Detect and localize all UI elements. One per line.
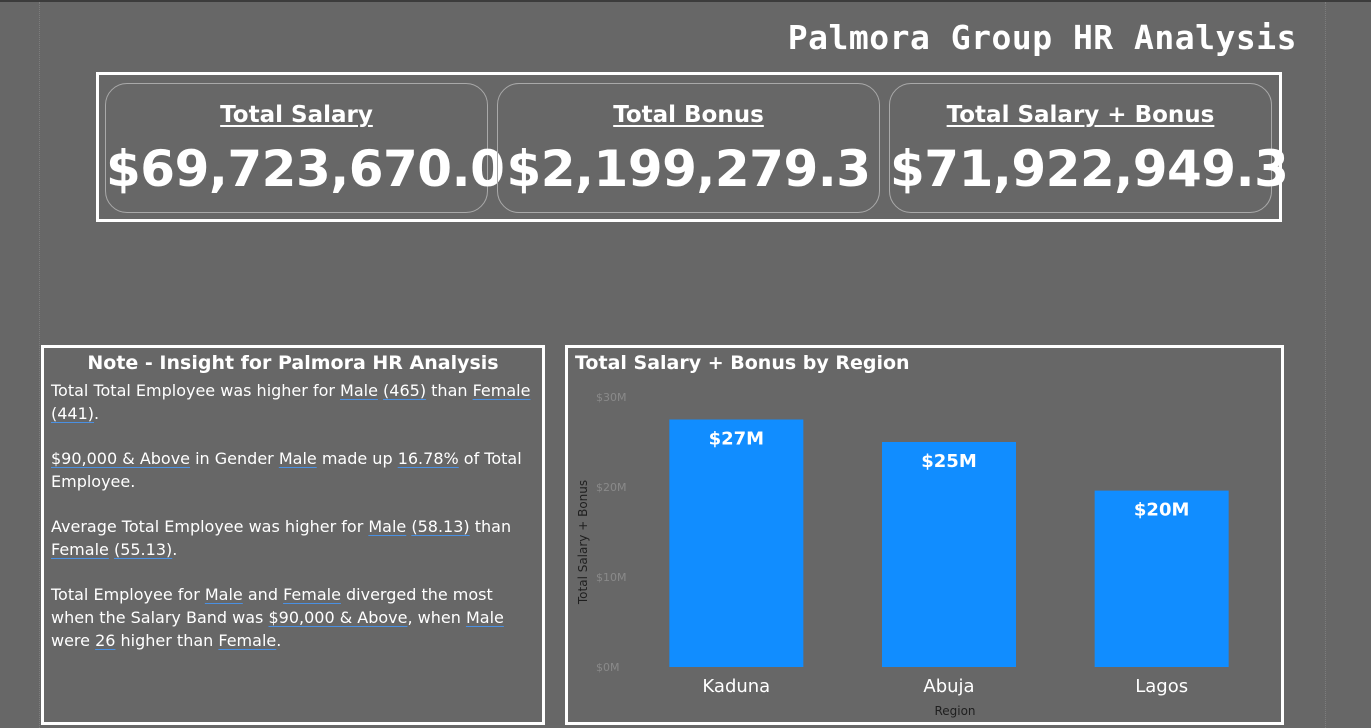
- region-chart-panel[interactable]: Total Salary + Bonus by Region $0M $10M $2…: [565, 345, 1284, 725]
- x-tick-label: Kaduna: [702, 676, 770, 697]
- insight-text: were: [51, 631, 96, 650]
- kpi-card-total-bonus[interactable]: Total Bonus $2,199,279.3: [497, 83, 880, 213]
- kpi-label: Total Salary: [220, 102, 373, 128]
- canvas-guide-right: [1325, 2, 1326, 728]
- kpi-label: Total Bonus: [613, 102, 764, 128]
- highlighted-value: Male: [204, 585, 243, 604]
- x-axis-title: Region: [934, 704, 975, 718]
- highlighted-value: (55.13): [113, 540, 173, 559]
- insight-paragraph: Total Employee for Male and Female diver…: [51, 583, 539, 652]
- kpi-panel: Total Salary $69,723,670.0 Total Bonus $…: [96, 72, 1289, 222]
- insight-text: made up: [316, 449, 398, 468]
- highlighted-value: $90,000 & Above: [51, 449, 191, 468]
- insight-paragraph: Average Total Employee was higher for Ma…: [51, 515, 539, 561]
- insight-note-panel[interactable]: Note - Insight for Palmora HR Analysis T…: [41, 345, 545, 725]
- highlighted-value: (441): [51, 404, 95, 423]
- insight-text: , when: [407, 608, 466, 627]
- highlighted-value: Female: [283, 585, 341, 604]
- bar-abuja[interactable]: [882, 442, 1016, 667]
- note-body: Total Total Employee was higher for Male…: [51, 379, 539, 652]
- kpi-value: $69,723,670.0: [106, 140, 505, 198]
- highlighted-value: (465): [383, 381, 427, 400]
- kpi-card-total-salary[interactable]: Total Salary $69,723,670.0: [105, 83, 505, 213]
- highlighted-value: (58.13): [411, 517, 470, 536]
- insight-text: of Total Employee.: [51, 449, 522, 491]
- highlighted-value: $90,000 & Above: [268, 608, 408, 627]
- bar-data-label: $27M: [709, 429, 765, 450]
- highlighted-value: Female: [218, 631, 277, 650]
- window-top-border: [0, 0, 1371, 2]
- x-tick-label: Lagos: [1135, 676, 1188, 697]
- y-tick-label: $30M: [596, 391, 627, 404]
- page-title: Palmora Group HR Analysis: [787, 18, 1297, 57]
- highlighted-value: Female: [472, 381, 531, 400]
- y-tick-label: $0M: [596, 661, 620, 674]
- insight-text: higher than: [115, 631, 219, 650]
- insight-paragraph: $90,000 & Above in Gender Male made up 1…: [51, 447, 539, 493]
- chart-title: Total Salary + Bonus by Region: [575, 352, 910, 374]
- insight-text: than: [426, 381, 473, 400]
- kpi-label: Total Salary + Bonus: [946, 102, 1215, 128]
- bar-kaduna[interactable]: [669, 419, 804, 668]
- insight-text: Total Employee for: [51, 585, 205, 604]
- insight-text: diverged the most when the Salary Band w…: [51, 585, 493, 627]
- highlighted-value: 26: [95, 631, 116, 650]
- highlighted-value: Male: [278, 449, 317, 468]
- insight-text: in Gender: [190, 449, 279, 468]
- highlighted-value: Female: [51, 540, 109, 559]
- insight-paragraph: Total Total Employee was higher for Male…: [51, 379, 539, 425]
- kpi-value: $2,199,279.3: [506, 140, 871, 198]
- canvas-guide-left: [39, 2, 40, 728]
- highlighted-value: Male: [465, 608, 504, 627]
- insight-text: and: [242, 585, 284, 604]
- bar-chart[interactable]: $0M $10M $20M $30M Total Salary + Bonus $27M K…: [568, 348, 1281, 722]
- y-tick-label: $10M: [596, 571, 627, 584]
- bar-data-label: $25M: [921, 451, 977, 472]
- insight-text: Total Total Employee was higher for: [51, 381, 341, 400]
- bar-data-label: $20M: [1134, 500, 1190, 521]
- insight-text: .: [172, 540, 178, 559]
- insight-text: Average Total Employee was higher for: [51, 517, 369, 536]
- kpi-card-total-salary-bonus[interactable]: Total Salary + Bonus $71,922,949.3: [889, 83, 1289, 213]
- bar-lagos[interactable]: [1094, 490, 1229, 667]
- highlighted-value: 16.78%: [397, 449, 459, 468]
- insight-text: .: [94, 404, 100, 423]
- highlighted-value: Male: [368, 517, 407, 536]
- insight-text: than: [469, 517, 512, 536]
- note-title: Note - Insight for Palmora HR Analysis: [87, 352, 499, 374]
- y-axis-title: Total Salary + Bonus: [576, 480, 590, 605]
- x-tick-label: Abuja: [923, 676, 974, 697]
- y-tick-label: $20M: [596, 481, 627, 494]
- highlighted-value: Male: [340, 381, 378, 400]
- kpi-value: $71,922,949.3: [890, 140, 1289, 198]
- insight-text: .: [276, 631, 282, 650]
